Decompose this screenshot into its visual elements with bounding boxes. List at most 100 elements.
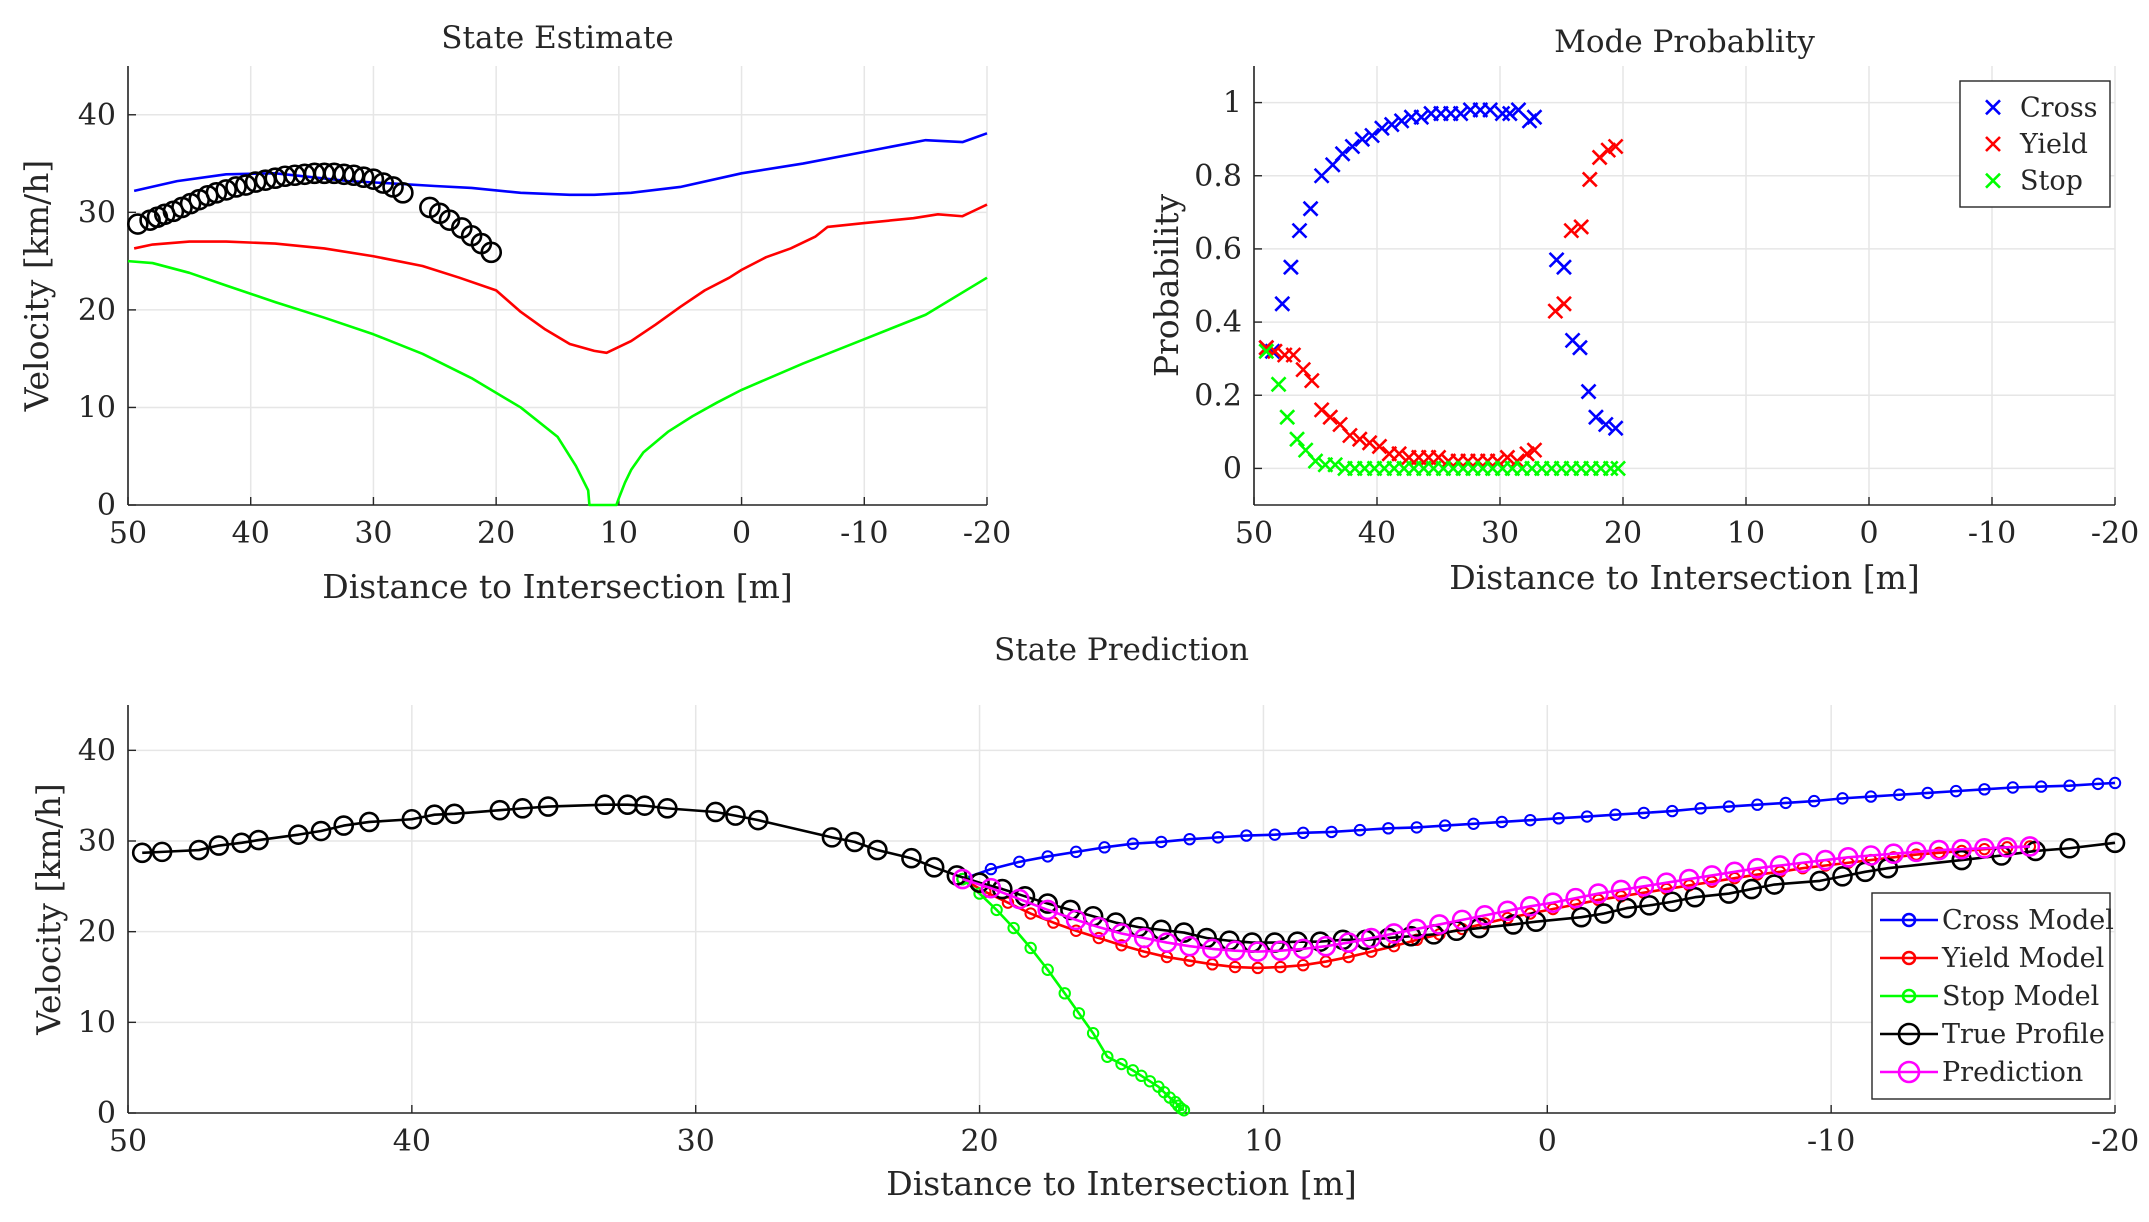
stop-point xyxy=(1289,431,1305,448)
cross-model-point xyxy=(1552,812,1565,825)
yield-point xyxy=(1607,138,1624,155)
cross-model-point xyxy=(1978,783,1991,796)
legend-prediction-label: Prediction xyxy=(1942,1057,2083,1088)
true-profile-point xyxy=(867,839,888,861)
true-profile-point xyxy=(705,801,726,823)
x-tick-label: 50 xyxy=(109,516,147,551)
y-tick-label: 1 xyxy=(1223,86,1242,121)
y-axis-label: Probability xyxy=(1147,193,1186,377)
legend: Cross Yield Stop xyxy=(1959,80,2111,208)
true-profile-point xyxy=(1741,878,1762,900)
prediction-point xyxy=(1270,940,1291,962)
cross-point xyxy=(1354,131,1371,148)
x-tick-label: 10 xyxy=(1727,516,1765,551)
y-tick-label: 40 xyxy=(78,98,116,133)
cross-model-point xyxy=(1836,792,1849,805)
cross-model-point xyxy=(2091,777,2105,791)
true-profile-point xyxy=(1468,917,1490,939)
x-tick-label: 30 xyxy=(677,1124,715,1159)
true-profile-point xyxy=(1037,893,1058,914)
prediction-point xyxy=(1315,935,1337,957)
prediction-point xyxy=(1360,927,1382,949)
prediction-point xyxy=(1815,849,1836,871)
yield-model-point xyxy=(1069,924,1083,937)
measured-point xyxy=(352,166,375,189)
true-profile-point xyxy=(1718,883,1740,904)
prediction-point xyxy=(1996,837,2018,858)
cross-model-line xyxy=(962,781,2116,881)
cross-point xyxy=(1383,116,1400,133)
true-profile-point xyxy=(2104,832,2126,854)
stop-point xyxy=(1279,409,1296,426)
true-profile-point xyxy=(424,804,445,826)
true-profile-point xyxy=(1309,931,1331,952)
prediction-point xyxy=(1883,843,1904,864)
prediction-point xyxy=(1247,941,1269,962)
x-tick-label: 40 xyxy=(1358,516,1396,551)
prediction-point xyxy=(1497,900,1518,922)
stop-model-point xyxy=(1072,1007,1086,1020)
cross-model-point xyxy=(1268,828,1281,841)
x-tick-label: -10 xyxy=(1807,1124,1855,1159)
prediction-point xyxy=(1383,923,1405,944)
true-profile-point xyxy=(1764,874,1785,895)
legend-yield-marker xyxy=(1985,136,2001,152)
prediction-point xyxy=(1156,932,1178,953)
cross-model-point xyxy=(1949,784,1963,798)
prediction-point xyxy=(1202,938,1223,960)
measured-point xyxy=(215,179,237,201)
yield-point xyxy=(1371,438,1388,455)
true-profile-point xyxy=(1684,886,1706,908)
cross-point xyxy=(1282,259,1299,276)
yield-point xyxy=(1295,361,1312,378)
cross-line xyxy=(133,132,988,197)
cross-model-point xyxy=(1069,845,1083,859)
legend-stop-label: Stop xyxy=(2020,166,2083,197)
yield-point xyxy=(1556,295,1572,312)
true-profile-point xyxy=(1639,895,1660,916)
mode-probability-chart: 50 40 30 20 10 0 -10 -20 0 0.2 0.4 0.6 0.8 1 Mode Prob… xyxy=(1147,24,2139,597)
true-profile-point xyxy=(747,809,769,831)
stop-point xyxy=(1258,343,1275,360)
true-profile-point xyxy=(537,796,559,817)
true-profile-point xyxy=(1571,906,1592,928)
x-tick-label: -10 xyxy=(840,516,888,551)
true-profile-point xyxy=(188,839,210,861)
yield-model-point xyxy=(1115,939,1128,952)
stop-point xyxy=(1270,376,1287,393)
stop-model-point xyxy=(1101,1050,1114,1063)
true-profile-point xyxy=(2059,837,2080,859)
cross-point xyxy=(1302,200,1319,217)
cross-model-point xyxy=(1325,825,1338,839)
prediction-point xyxy=(1951,838,1973,860)
prediction-point xyxy=(1974,837,1995,859)
cross-point xyxy=(1501,105,1518,122)
x-tick-label: 30 xyxy=(1481,516,1519,551)
yield-point xyxy=(1499,449,1516,466)
cross-model-point xyxy=(1665,804,1679,818)
x-tick-label: -20 xyxy=(963,516,1011,551)
stop-model-point xyxy=(1126,1064,1140,1077)
prediction-point xyxy=(1065,909,1087,931)
cross-point xyxy=(1572,339,1588,356)
cross-point xyxy=(1334,145,1351,162)
prediction-point xyxy=(1906,841,1927,863)
x-tick-label: 0 xyxy=(732,516,751,551)
cross-point xyxy=(1556,259,1572,276)
cross-model-point xyxy=(1609,808,1622,821)
true-profile-line xyxy=(142,803,2116,944)
chart-title: State Prediction xyxy=(994,632,1249,668)
y-tick-label: 20 xyxy=(78,915,116,950)
true-profile-point xyxy=(1150,919,1172,941)
measured-point xyxy=(342,164,365,187)
yield-point xyxy=(1430,449,1447,466)
stop-model-point xyxy=(1007,921,1020,935)
true-profile-point xyxy=(1809,870,1831,892)
x-tick-label: 10 xyxy=(600,516,638,551)
prediction-point xyxy=(1519,895,1541,917)
x-tick-label: 40 xyxy=(393,1124,431,1159)
cross-model-point xyxy=(1580,810,1594,823)
cross-point xyxy=(1482,101,1499,118)
prediction-point xyxy=(1837,847,1859,868)
true-profile-point xyxy=(401,808,423,830)
